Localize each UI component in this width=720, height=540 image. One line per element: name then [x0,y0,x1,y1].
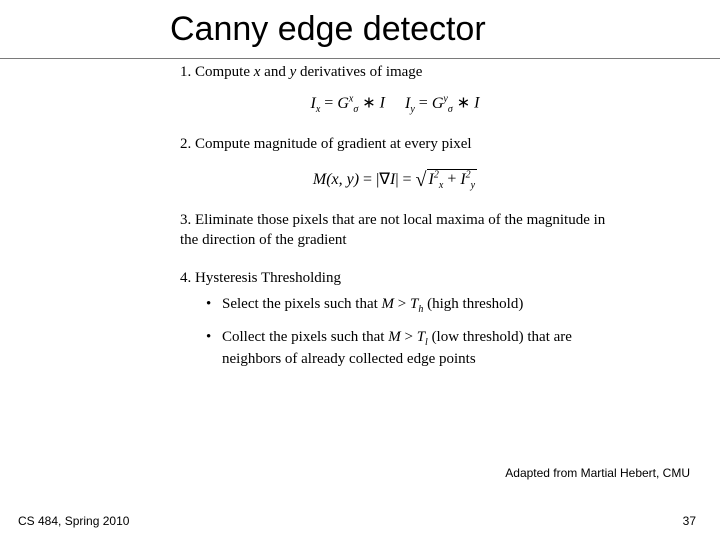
slide: Canny edge detector 1. Compute x and y d… [0,0,720,540]
step-1: 1. Compute x and y derivatives of image … [180,62,610,116]
slide-title: Canny edge detector [170,10,486,49]
step2-text: 2. Compute magnitude of gradient at ever… [180,136,472,152]
step1-text-b: and [260,64,289,80]
equation-1: Ix = Gxσ ∗ I Iy = Gyσ ∗ I [180,92,610,116]
step-3: 3. Eliminate those pixels that are not l… [180,210,610,251]
step-4: 4. Hysteresis Thresholding Select the pi… [180,268,610,370]
eq1-Gy: Gyσ [432,95,453,112]
bullet-low-threshold: Collect the pixels such that M > Tl (low… [206,327,610,370]
footer-page-number: 37 [683,514,696,528]
eq1-Ix: Ix [311,95,321,112]
step4-text: 4. Hysteresis Thresholding [180,270,341,286]
title-divider [0,58,720,59]
slide-body: 1. Compute x and y derivatives of image … [180,62,610,388]
equation-2: M(x, y) = |∇I| = √I2x + I2y [180,165,610,192]
attribution-text: Adapted from Martial Hebert, CMU [505,466,690,480]
sqrt-icon: √I2x + I2y [416,165,478,192]
eq1-Gx: Gxσ [337,95,358,112]
step1-text-a: 1. Compute [180,64,254,80]
step1-text-c: derivatives of image [296,64,422,80]
step-2: 2. Compute magnitude of gradient at ever… [180,134,610,191]
step3-text: 3. Eliminate those pixels that are not l… [180,212,605,248]
eq1-Iy: Iy [405,95,415,112]
step4-bullets: Select the pixels such that M > Th (high… [206,294,610,369]
footer-course: CS 484, Spring 2010 [18,514,129,528]
bullet-high-threshold: Select the pixels such that M > Th (high… [206,294,610,317]
